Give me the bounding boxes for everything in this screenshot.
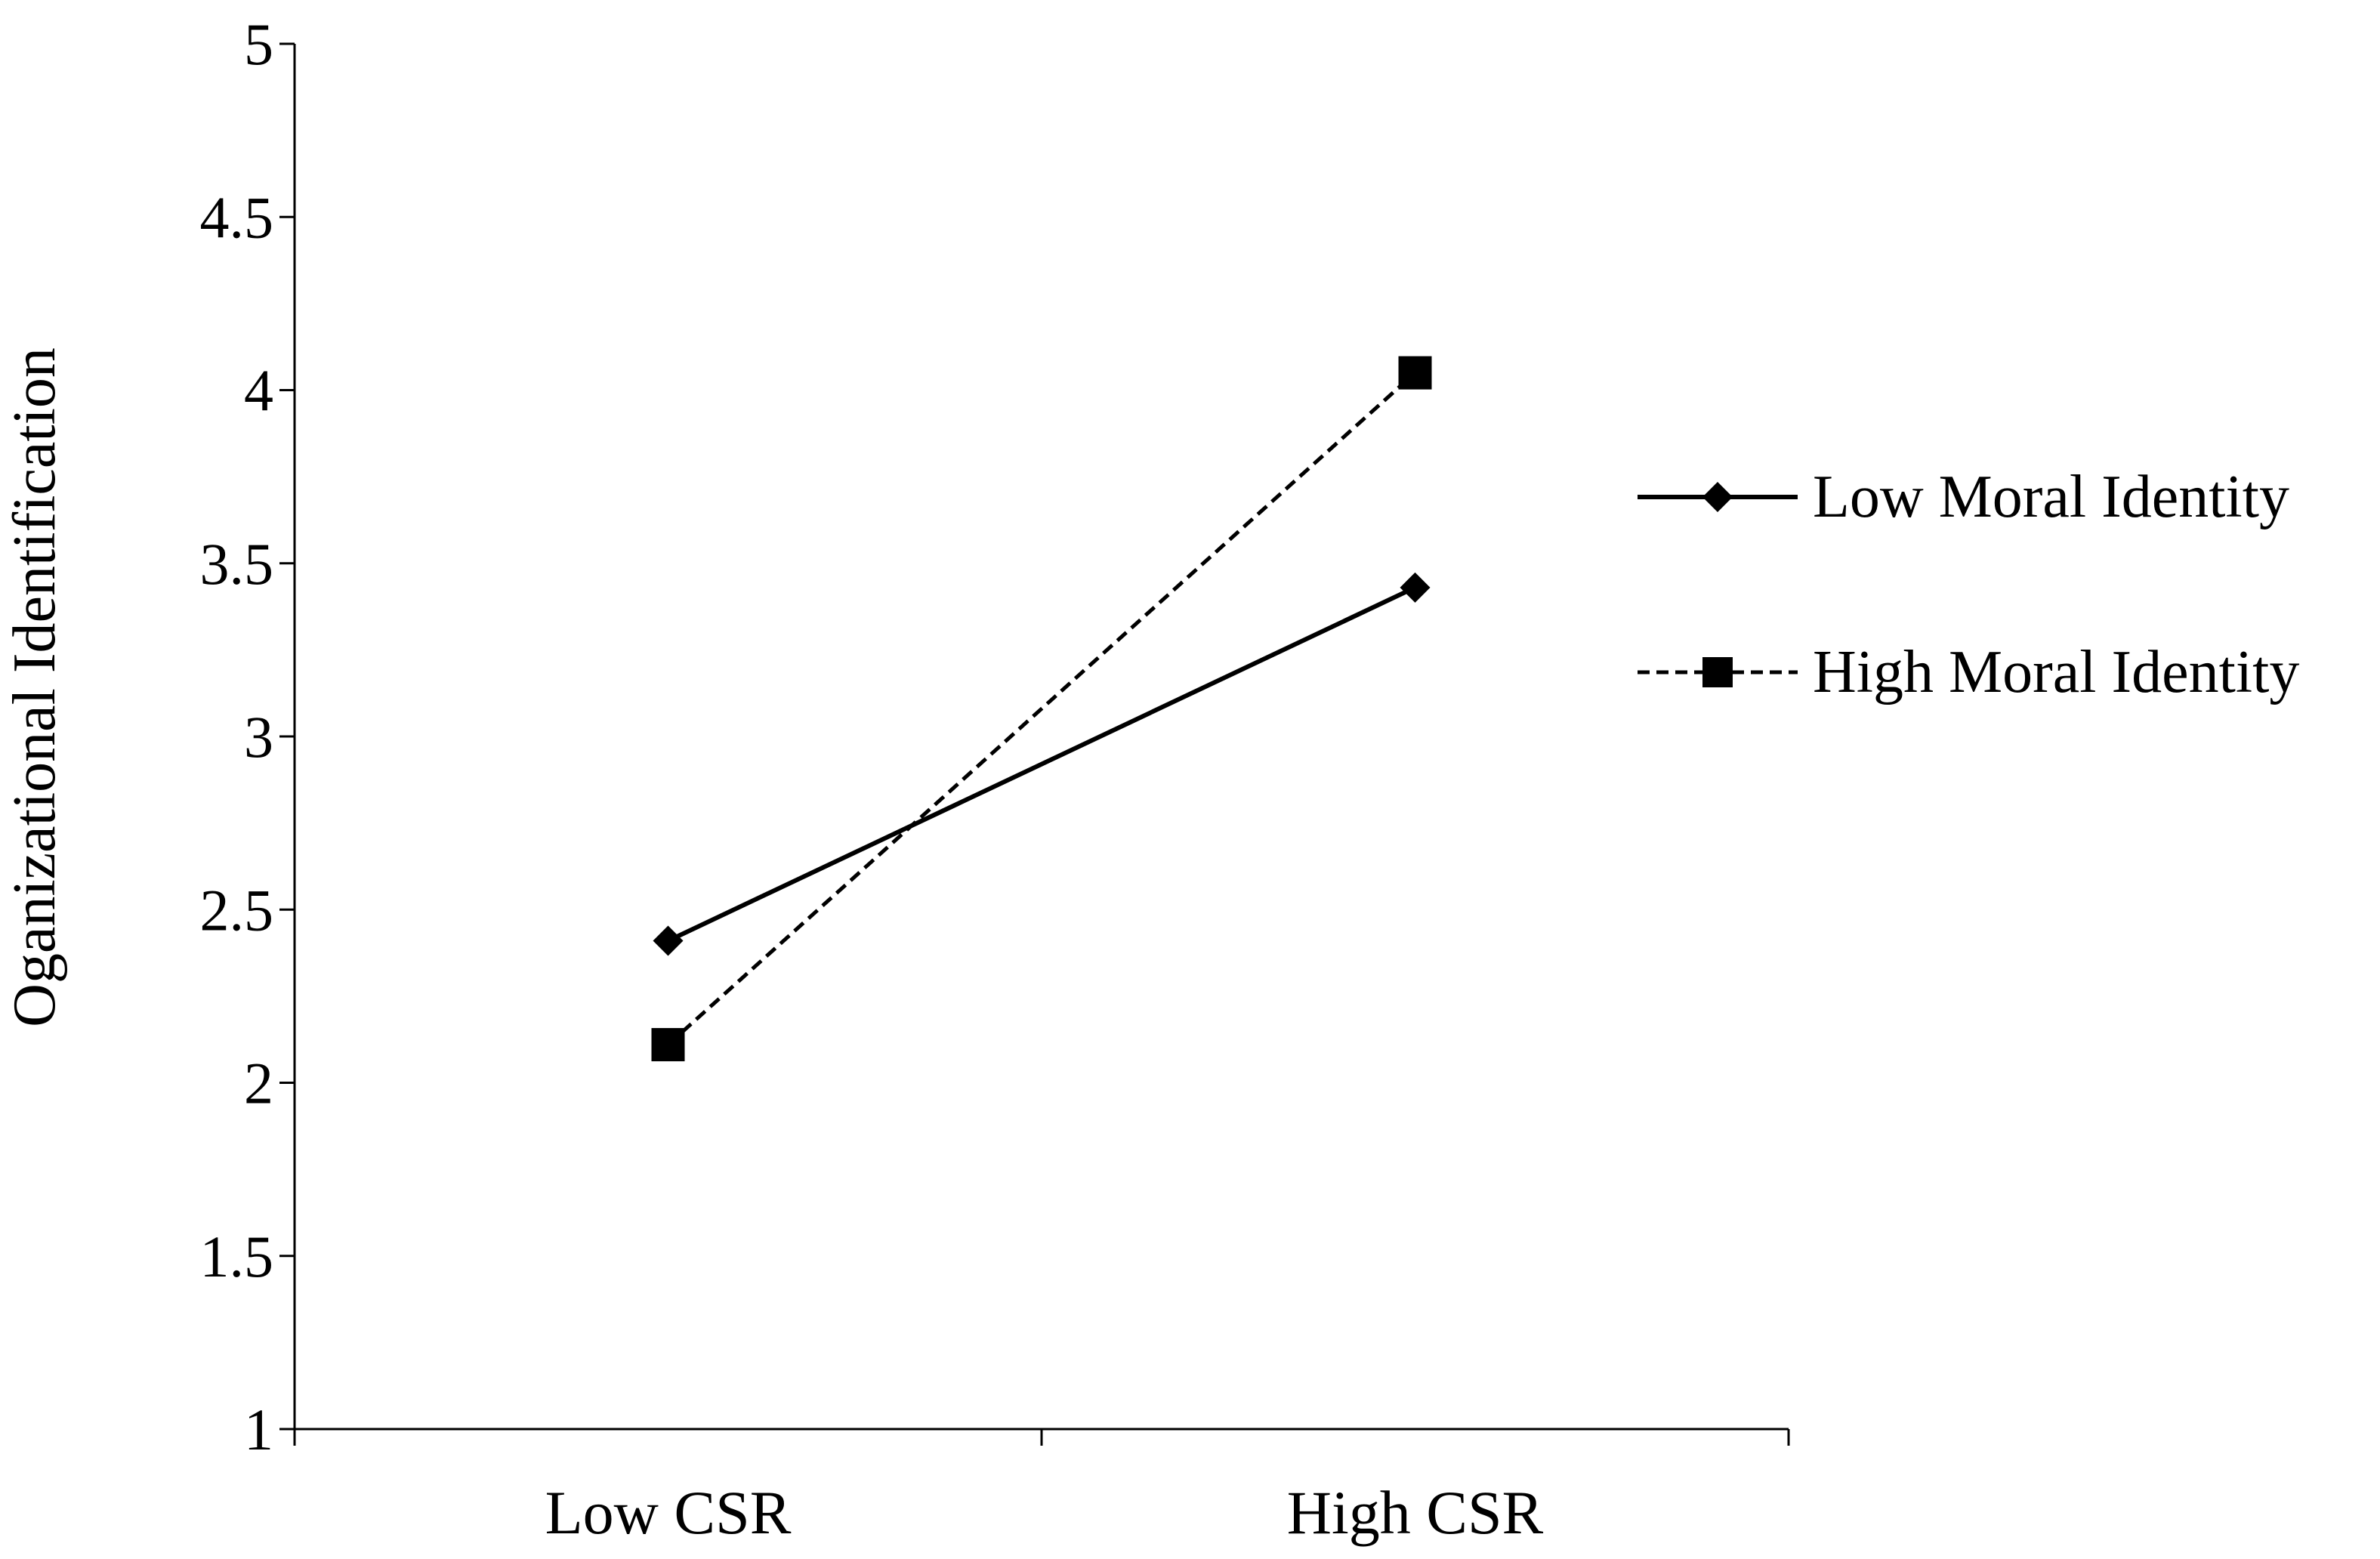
y-tick-label: 4.5: [200, 184, 274, 250]
legend: Low Moral Identity High Moral Identity: [1638, 464, 2299, 705]
data-point-square: [651, 1028, 685, 1062]
series-layer: [651, 356, 1432, 1062]
legend-label-high-moral-identity: High Moral Identity: [1813, 639, 2299, 705]
data-point-diamond: [1400, 572, 1431, 603]
y-tick-label: 3: [244, 704, 273, 770]
data-point-square: [1398, 356, 1432, 390]
y-axis-title: Oganizational Identification: [2, 347, 68, 1027]
x-axis: Low CSR High CSR: [293, 1428, 1790, 1547]
legend-label-low-moral-identity: Low Moral Identity: [1813, 464, 2289, 530]
y-tick-label: 5: [244, 11, 273, 77]
y-axis: 1 1.5 2 2.5 3 3.5 4 4.5 5: [200, 11, 296, 1462]
data-point-diamond: [653, 925, 684, 956]
legend-item-high-moral-identity: High Moral Identity: [1638, 639, 2299, 705]
series-line: [666, 371, 1417, 1046]
y-tick-label: 2.5: [200, 877, 274, 943]
y-tick-label: 1: [244, 1397, 273, 1462]
y-tick-label: 2: [244, 1051, 273, 1116]
y-ticks: 1 1.5 2 2.5 3 3.5 4 4.5 5: [200, 11, 295, 1462]
legend-square-marker: [1702, 657, 1733, 687]
legend-item-low-moral-identity: Low Moral Identity: [1638, 464, 2289, 530]
y-tick-label: 1.5: [200, 1224, 274, 1289]
series-low-moral-identity: [653, 572, 1431, 956]
legend-diamond-marker: [1702, 482, 1733, 512]
y-tick-label: 4: [244, 358, 273, 424]
series-line: [667, 585, 1416, 943]
x-category-label: High CSR: [1287, 1478, 1544, 1547]
series-high-moral-identity: [651, 356, 1432, 1062]
x-ticks: Low CSR High CSR: [293, 1429, 1790, 1547]
x-category-label: Low CSR: [545, 1478, 792, 1547]
y-tick-label: 3.5: [200, 531, 274, 597]
